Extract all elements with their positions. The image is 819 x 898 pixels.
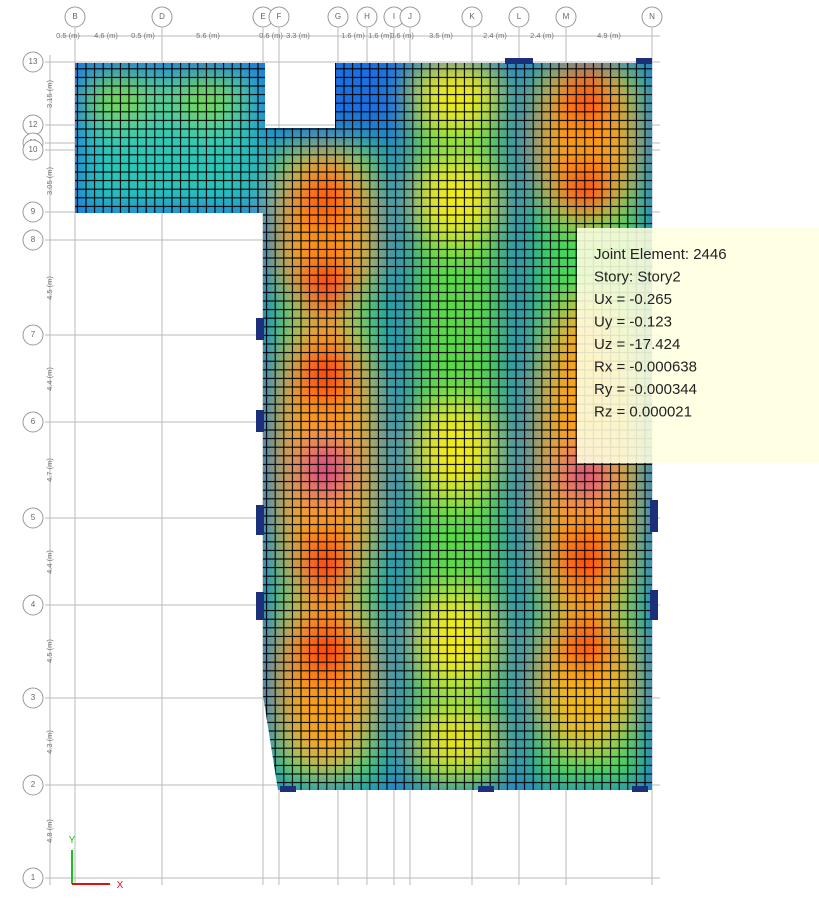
column-label: I — [393, 12, 395, 21]
x-dimension: 4.9 (m) — [597, 31, 621, 40]
column-label: B — [72, 12, 77, 21]
row-label: 6 — [31, 417, 36, 426]
row-label: 10 — [29, 145, 38, 154]
global-axes: Y X — [69, 835, 124, 891]
x-dimension: 5.6 (m) — [196, 31, 220, 40]
y-dimension: 3.15 (m) — [45, 80, 54, 108]
x-dimension: 2.4 (m) — [530, 31, 554, 40]
axis-x-label: X — [117, 880, 124, 891]
y-dimension: 4.8 (m) — [45, 819, 54, 843]
tooltip-line: Joint Element: 2446 — [594, 246, 727, 263]
column-label: F — [277, 12, 282, 21]
tooltip: Joint Element: 2446 Story: Story2 Ux = -0.… — [577, 228, 819, 463]
contour-slab — [70, 60, 660, 795]
tooltip-line: Uz = -17.424 — [594, 336, 680, 353]
x-dimension: 4.6 (m) — [94, 31, 118, 40]
column-label: E — [260, 12, 265, 21]
column-label: L — [517, 12, 522, 21]
row-label: 1 — [31, 873, 36, 882]
row-label: 3 — [31, 693, 36, 702]
x-dimension: 1.6 (m) — [368, 31, 392, 40]
y-dimension: 4.5 (m) — [45, 276, 54, 300]
column-label: J — [408, 12, 412, 21]
tooltip-line: Story: Story2 — [594, 269, 681, 286]
row-label: 2 — [31, 780, 36, 789]
y-dimension: 4.5 (m) — [45, 639, 54, 663]
column-label: D — [159, 12, 165, 21]
row-label: 5 — [31, 513, 36, 522]
y-dimension: 4.4 (m) — [45, 367, 54, 391]
x-dimension: 0.6 (m) — [259, 31, 283, 40]
tooltip-line: Rz = 0.000021 — [594, 404, 692, 421]
column-label: N — [649, 12, 655, 21]
axis-y-label: Y — [69, 835, 76, 846]
tooltip-line: Rx = -0.000638 — [594, 359, 697, 376]
x-dimension: 0.6 (m) — [390, 31, 414, 40]
y-dimension: 3.05 (m) — [45, 167, 54, 195]
row-label: 8 — [31, 235, 36, 244]
x-dimension: 1.6 (m) — [341, 31, 365, 40]
column-label: G — [335, 12, 341, 21]
row-label: 4 — [31, 600, 36, 609]
y-dimension: 4.3 (m) — [45, 730, 54, 754]
y-dimension: 4.7 (m) — [45, 458, 54, 482]
tooltip-line: Ux = -0.265 — [594, 291, 672, 308]
tooltip-line: Uy = -0.123 — [594, 314, 672, 331]
x-dimension: 2.4 (m) — [483, 31, 507, 40]
row-label: 9 — [31, 207, 36, 216]
row-label: 13 — [29, 57, 38, 66]
x-dimension: 3.5 (m) — [429, 31, 453, 40]
tooltip-line: Ry = -0.000344 — [594, 381, 697, 398]
y-dimension: 4.4 (m) — [45, 550, 54, 574]
column-label: H — [364, 12, 370, 21]
x-dimension: 0.5 (m) — [56, 31, 80, 40]
row-label: 7 — [31, 330, 36, 339]
column-label: K — [469, 12, 475, 21]
x-dimension: 0.5 (m) — [131, 31, 155, 40]
analysis-view: BDEFGHIJKLMN131211109876543210.5 (m)4.6 … — [0, 0, 819, 898]
column-label: M — [563, 12, 570, 21]
row-label: 12 — [29, 120, 38, 129]
x-dimension: 3.3 (m) — [286, 31, 310, 40]
